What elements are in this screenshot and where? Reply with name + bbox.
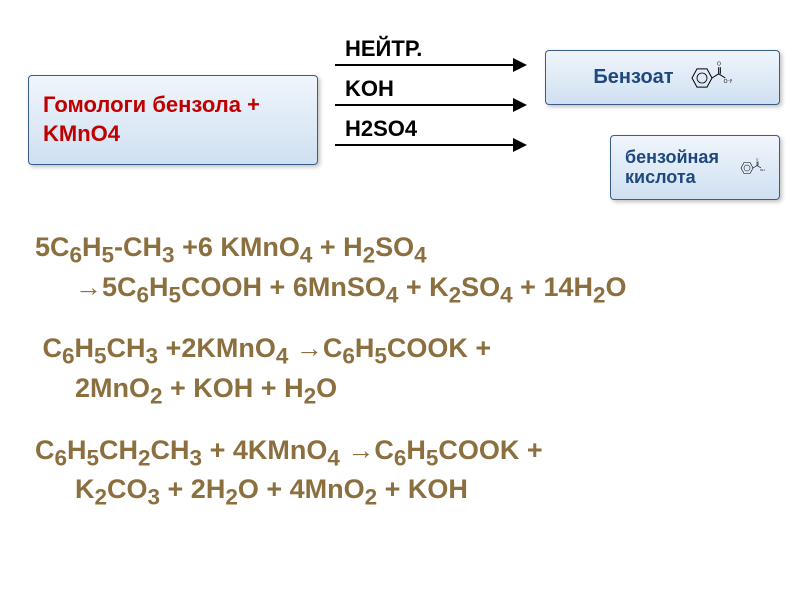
equation-2: C6H5CH3 +2KMnO4 →C6H5COOK + 2MnO2 + KOH … xyxy=(35,331,770,410)
benzoate-box: Бензоат O O⁻Na⁺ xyxy=(545,50,780,105)
arrow-koh xyxy=(335,104,525,106)
reactant-line2: KMnO4 xyxy=(43,121,120,146)
svg-text:O⁻Na⁺: O⁻Na⁺ xyxy=(723,79,731,85)
benzoate-structure-icon: O O⁻Na⁺ xyxy=(682,57,732,99)
benzoic-acid-label: бензойная кислота xyxy=(625,148,727,188)
equations-block: 5C6H5-CH3 +6 KMnO4 + H2SO4 →5C6H5COOH + … xyxy=(35,230,770,534)
arrow-h2so4 xyxy=(335,144,525,146)
equation-3: C6H5CH2CH3 + 4KMnO4 →C6H5COOK + K2CO3 + … xyxy=(35,433,770,512)
equation-1: 5C6H5-CH3 +6 KMnO4 + H2SO4 →5C6H5COOH + … xyxy=(35,230,770,309)
benzoate-label: Бензоат xyxy=(593,66,673,89)
svg-text:OH: OH xyxy=(760,168,765,172)
reactant-text: Гомологи бензола + KMnO4 xyxy=(43,91,260,148)
svg-text:O: O xyxy=(717,61,721,67)
reactant-line1: Гомологи бензола + xyxy=(43,92,260,117)
benzoic-acid-structure-icon: O OH xyxy=(735,147,765,189)
svg-text:O: O xyxy=(756,157,759,161)
reactant-box: Гомологи бензола + KMnO4 xyxy=(28,75,318,165)
arrow-label-neutral: НЕЙТР. xyxy=(345,36,422,62)
arrow-label-koh: KOH xyxy=(345,76,394,102)
arrow-neutral xyxy=(335,64,525,66)
arrow-label-h2so4: H2SO4 xyxy=(345,116,417,142)
benzoic-acid-box: бензойная кислота O OH xyxy=(610,135,780,200)
